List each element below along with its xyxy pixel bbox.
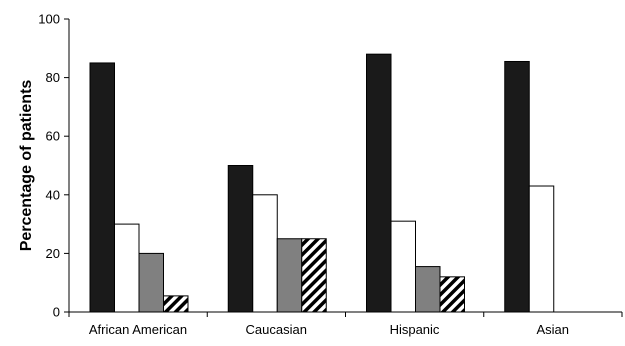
bar-black xyxy=(504,60,530,313)
x-category-label: Caucasian xyxy=(246,322,307,337)
bars xyxy=(89,53,555,313)
y-tick-label: 0 xyxy=(53,305,60,320)
y-tick-label: 40 xyxy=(46,187,60,202)
y-tick-label: 100 xyxy=(38,12,60,27)
bar-diagonal-stripes xyxy=(439,276,465,313)
bar-gray xyxy=(138,252,164,313)
bar-diagonal-stripes xyxy=(301,238,327,313)
bar-white xyxy=(528,185,555,313)
y-tick-label: 60 xyxy=(46,129,60,144)
bar-gray xyxy=(415,266,441,313)
bar-black xyxy=(227,165,254,313)
bar-black xyxy=(366,53,392,313)
y-tick-label: 80 xyxy=(46,70,60,85)
bar-diagonal-stripes xyxy=(163,295,189,313)
bar-white xyxy=(114,223,140,313)
bar-white xyxy=(390,220,416,313)
bar-white xyxy=(252,194,278,313)
bar-black xyxy=(89,62,115,313)
y-tick-label: 20 xyxy=(46,246,60,261)
x-category-label: Asian xyxy=(536,322,569,337)
labels: 0 20 40 60 80 100 African American Caucasian His… xyxy=(18,12,569,338)
bar-gray xyxy=(276,238,303,313)
x-category-label: African American xyxy=(89,322,187,337)
y-axis-title: Percentage of patients xyxy=(18,80,35,252)
x-category-label: Hispanic xyxy=(390,322,440,337)
